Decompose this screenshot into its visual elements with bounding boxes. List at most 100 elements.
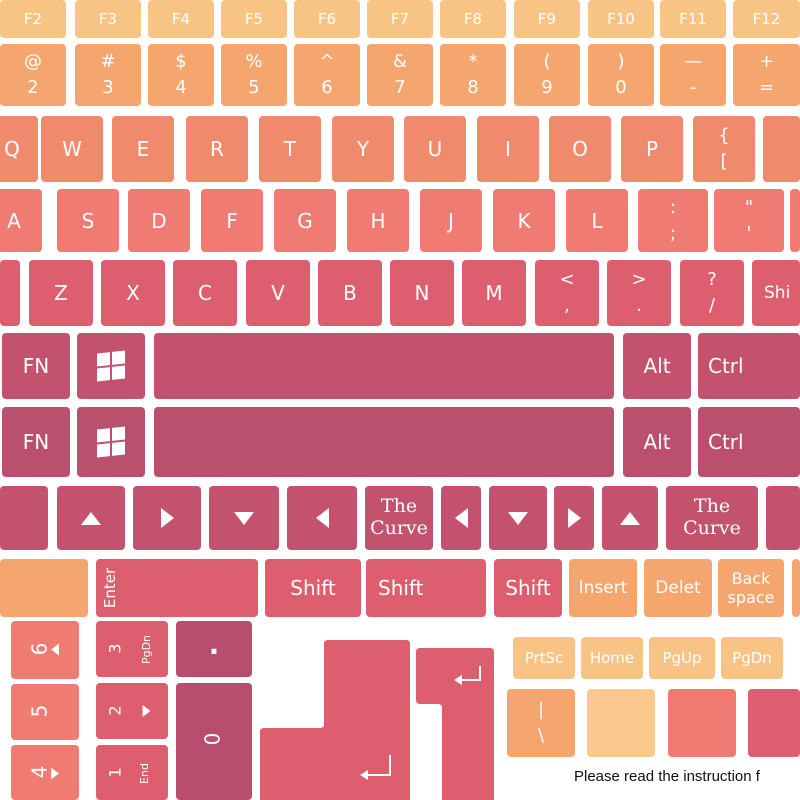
function-key-f10[interactable]: F10 — [588, 0, 654, 38]
letter-key-b[interactable]: B — [318, 260, 382, 326]
number-key-2[interactable]: @2 — [0, 44, 66, 106]
number-key-8[interactable]: * 8 — [440, 44, 506, 106]
function-key-f9[interactable]: F9 — [514, 0, 580, 38]
letter-key-f[interactable]: F — [201, 189, 263, 252]
arrow-up-key-2[interactable] — [602, 486, 658, 550]
nav-key-home[interactable]: Home — [581, 637, 643, 679]
letter-key-q[interactable]: Q — [0, 116, 38, 182]
blank-orange-key[interactable] — [0, 559, 88, 617]
function-key-f4[interactable]: F4 — [148, 0, 214, 38]
letter-key-r[interactable]: R — [186, 116, 248, 182]
letter-key-w[interactable]: W — [41, 116, 103, 182]
number-key-9[interactable]: (9 — [514, 44, 580, 106]
letter-key-u[interactable]: U — [404, 116, 466, 182]
arrow-down-key[interactable] — [209, 486, 279, 550]
letter-key-s[interactable]: S — [57, 189, 119, 252]
numpad-1-key[interactable]: 1 End — [96, 745, 168, 800]
nav-key-pgup[interactable]: PgUp — [649, 637, 715, 679]
alt-key-2[interactable]: Alt — [623, 407, 691, 477]
left-shift-edge[interactable] — [0, 260, 20, 326]
arrow-up-key[interactable] — [57, 486, 125, 550]
letter-key-g[interactable]: G — [274, 189, 336, 252]
arrow-right-key[interactable] — [133, 486, 201, 550]
function-key-f6[interactable]: F6 — [294, 0, 360, 38]
arrow-right-key-2[interactable] — [554, 486, 594, 550]
right-shift-key[interactable]: Shi — [752, 260, 800, 326]
function-key-f3[interactable]: F3 — [75, 0, 141, 38]
letter-key-h[interactable]: H — [347, 189, 409, 252]
edge-key-a[interactable] — [790, 189, 800, 252]
letter-key-p[interactable]: P — [621, 116, 683, 182]
arrow-left-key[interactable] — [287, 486, 357, 550]
letter-key-z[interactable]: Z — [29, 260, 93, 326]
enter-key-large[interactable] — [260, 640, 412, 800]
delete-key[interactable]: Delet — [644, 559, 712, 617]
fn-key-2[interactable]: FN — [2, 407, 70, 477]
arrow-left-key-2[interactable] — [441, 486, 481, 550]
blank-pale-key[interactable] — [587, 689, 655, 757]
function-key-f11[interactable]: F11 — [660, 0, 726, 38]
punct-key-2[interactable]: >. — [607, 260, 671, 326]
fn-key[interactable]: FN — [2, 333, 70, 399]
windows-key-2[interactable] — [77, 407, 145, 477]
function-key-f8[interactable]: F8 — [440, 0, 506, 38]
number-key-6[interactable]: ^ 6 — [294, 44, 360, 106]
numpad-dot-key[interactable]: . — [176, 621, 252, 677]
arrow-down-key-2[interactable] — [489, 486, 547, 550]
letter-key-o[interactable]: O — [549, 116, 611, 182]
ctrl-key-2[interactable]: Ctrl — [698, 407, 800, 477]
letter-key-x[interactable]: X — [101, 260, 165, 326]
function-key-f2[interactable]: F2 — [0, 0, 66, 38]
curve-logo-key-2[interactable]: The Curve — [666, 486, 758, 550]
number-key-5[interactable]: % 5 — [221, 44, 287, 106]
letter-key-n[interactable]: N — [390, 260, 454, 326]
number-key-12[interactable]: + = — [733, 44, 800, 106]
bracket-key[interactable]: {[ — [693, 116, 755, 182]
letter-key-d[interactable]: D — [128, 189, 190, 252]
letter-key-y[interactable]: Y — [332, 116, 394, 182]
nav-key-pgdn[interactable]: PgDn — [721, 637, 783, 679]
shift-key-1[interactable]: Shift — [265, 559, 361, 617]
letter-key-k[interactable]: K — [493, 189, 555, 252]
letter-key-t[interactable]: T — [259, 116, 321, 182]
space-bar-2[interactable] — [154, 407, 614, 477]
numpad-4-key[interactable]: 4 — [11, 745, 79, 800]
quote-key[interactable]: " ' — [714, 189, 784, 252]
enter-key-tall[interactable] — [416, 648, 496, 800]
edge-key[interactable] — [792, 559, 800, 617]
function-key-f5[interactable]: F5 — [221, 0, 287, 38]
function-key-f12[interactable]: F12 — [733, 0, 800, 38]
blank-key[interactable] — [0, 486, 48, 550]
numpad-6-key[interactable]: 6 — [11, 621, 79, 679]
blank-salmon-key[interactable] — [668, 689, 736, 757]
pipe-backslash-key[interactable]: | \ — [507, 689, 575, 757]
numpad-5-key[interactable]: 5 — [11, 684, 79, 740]
shift-key-3[interactable]: Shift — [494, 559, 562, 617]
space-bar[interactable] — [154, 333, 614, 399]
punct-key-3[interactable]: ? / — [680, 260, 744, 326]
numpad-3-key[interactable]: 3 PgDn — [96, 621, 168, 677]
blank-pink-key[interactable] — [748, 689, 800, 757]
blank-key-2[interactable] — [766, 486, 800, 550]
letter-key-c[interactable]: C — [173, 260, 237, 326]
letter-key-e[interactable]: E — [112, 116, 174, 182]
backspace-key[interactable]: Back space — [718, 559, 784, 617]
nav-key-prtsc[interactable]: PrtSc — [513, 637, 575, 679]
numpad-0-key[interactable]: 0 — [176, 683, 252, 800]
windows-key[interactable] — [77, 333, 145, 399]
letter-key-i[interactable]: I — [477, 116, 539, 182]
number-key-3[interactable]: #3 — [75, 44, 141, 106]
shift-key-2[interactable]: Shift — [366, 559, 486, 617]
backslash-edge-key[interactable] — [763, 116, 800, 182]
semicolon-key[interactable]: :; — [638, 189, 708, 252]
letter-key-m[interactable]: M — [462, 260, 526, 326]
letter-key-l[interactable]: L — [566, 189, 628, 252]
numpad-2-key[interactable]: 2 — [96, 683, 168, 739]
number-key-11[interactable]: — - — [660, 44, 726, 106]
letter-key-v[interactable]: V — [246, 260, 310, 326]
number-key-10[interactable]: ) 0 — [588, 44, 654, 106]
insert-key[interactable]: Insert — [569, 559, 637, 617]
ctrl-key[interactable]: Ctrl — [698, 333, 800, 399]
number-key-7[interactable]: & 7 — [367, 44, 433, 106]
function-key-f7[interactable]: F7 — [367, 0, 433, 38]
